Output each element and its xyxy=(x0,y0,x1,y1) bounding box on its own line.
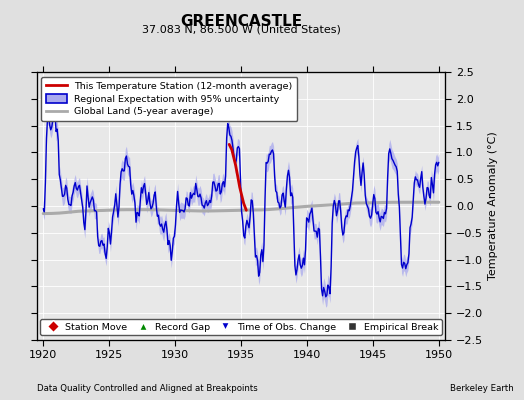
Y-axis label: Temperature Anomaly (°C): Temperature Anomaly (°C) xyxy=(488,132,498,280)
Text: 37.083 N, 86.500 W (United States): 37.083 N, 86.500 W (United States) xyxy=(141,25,341,35)
Text: Berkeley Earth: Berkeley Earth xyxy=(450,384,514,393)
Legend: Station Move, Record Gap, Time of Obs. Change, Empirical Break: Station Move, Record Gap, Time of Obs. C… xyxy=(40,319,442,335)
Text: Data Quality Controlled and Aligned at Breakpoints: Data Quality Controlled and Aligned at B… xyxy=(37,384,257,393)
Text: GREENCASTLE: GREENCASTLE xyxy=(180,14,302,29)
